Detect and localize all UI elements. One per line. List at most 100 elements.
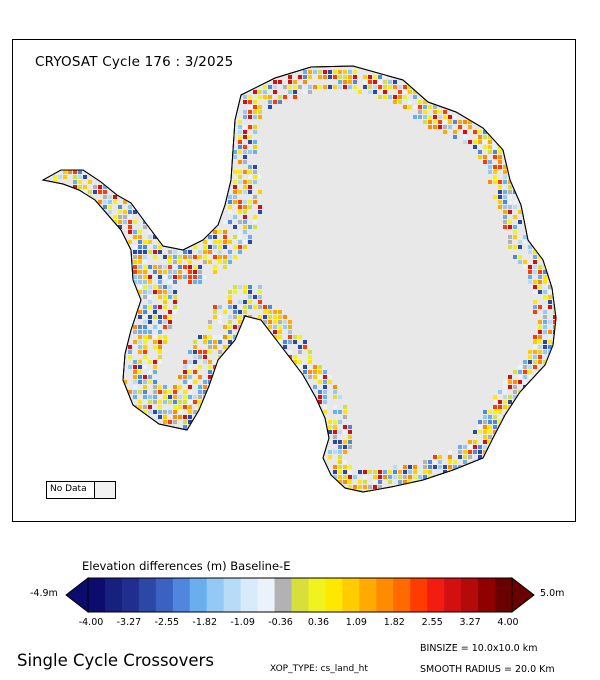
crossover-bin	[238, 200, 242, 204]
crossover-bin	[433, 110, 437, 114]
crossover-bin	[248, 295, 252, 299]
crossover-bin	[208, 235, 212, 239]
crossover-bin	[103, 205, 107, 209]
crossover-bin	[158, 410, 162, 414]
crossover-bin	[213, 305, 217, 309]
crossover-bin	[218, 315, 222, 319]
crossover-bin	[258, 315, 262, 319]
crossover-bin	[233, 285, 237, 289]
crossover-bin	[483, 430, 487, 434]
crossover-bin	[203, 250, 207, 254]
crossover-bin	[378, 485, 382, 489]
crossover-bin	[238, 285, 242, 289]
crossover-bin	[278, 310, 282, 314]
crossover-bin	[468, 125, 472, 129]
crossover-bin	[413, 90, 417, 94]
crossover-bin	[503, 385, 507, 389]
crossover-bin	[408, 90, 412, 94]
crossover-bin	[498, 150, 502, 154]
map-title: CRYOSAT Cycle 176 : 3/2025	[35, 54, 234, 70]
colorbar-swatch	[189, 578, 208, 612]
crossover-bin	[388, 470, 392, 474]
crossover-bin	[208, 325, 212, 329]
crossover-bin	[538, 265, 542, 269]
crossover-bin	[148, 295, 152, 299]
crossover-bin	[253, 195, 257, 199]
crossover-bin	[158, 305, 162, 309]
crossover-bin	[343, 70, 347, 74]
colorbar-tick-label: 4.00	[497, 617, 519, 628]
crossover-bin	[173, 290, 177, 294]
crossover-bin	[298, 360, 302, 364]
crossover-bin	[323, 385, 327, 389]
crossover-bin	[298, 75, 302, 79]
crossover-bin	[533, 280, 537, 284]
crossover-bin	[188, 410, 192, 414]
crossover-bin	[173, 300, 177, 304]
crossover-bin	[303, 70, 307, 74]
crossover-bin	[278, 315, 282, 319]
crossover-bin	[378, 480, 382, 484]
crossover-bin	[188, 385, 192, 389]
crossover-bin	[508, 200, 512, 204]
crossover-bin	[63, 170, 67, 174]
crossover-bin	[138, 360, 142, 364]
crossover-bin	[143, 390, 147, 394]
crossover-bin	[503, 170, 507, 174]
crossover-bin	[473, 430, 477, 434]
crossover-bin	[498, 400, 502, 404]
crossover-bin	[488, 415, 492, 419]
crossover-bin	[328, 75, 332, 79]
crossover-bin	[428, 115, 432, 119]
crossover-bin	[348, 465, 352, 469]
crossover-bin	[143, 280, 147, 284]
crossover-bin	[523, 365, 527, 369]
crossover-bin	[168, 325, 172, 329]
crossover-bin	[238, 220, 242, 224]
crossover-bin	[478, 445, 482, 449]
crossover-bin	[433, 455, 437, 459]
crossover-bin	[543, 290, 547, 294]
crossover-bin	[233, 190, 237, 194]
crossover-bin	[523, 240, 527, 244]
crossover-bin	[228, 320, 232, 324]
crossover-bin	[338, 430, 342, 434]
crossover-bin	[428, 125, 432, 129]
colorbar-swatch	[461, 578, 479, 612]
crossover-bin	[213, 265, 217, 269]
crossover-bin	[133, 245, 137, 249]
crossover-bin	[153, 250, 157, 254]
crossover-bin	[503, 200, 507, 204]
crossover-bin	[478, 430, 482, 434]
crossover-bin	[223, 230, 227, 234]
crossover-bin	[503, 220, 507, 224]
crossover-bin	[158, 350, 162, 354]
crossover-bin	[128, 210, 132, 214]
crossover-bin	[338, 395, 342, 399]
crossover-bin	[448, 120, 452, 124]
crossover-bin	[483, 440, 487, 444]
crossover-bin	[188, 375, 192, 379]
crossover-bin	[323, 400, 327, 404]
crossover-bin	[208, 245, 212, 249]
crossover-bin	[498, 200, 502, 204]
colorbar-min-arrow	[65, 576, 89, 614]
crossover-bin	[248, 150, 252, 154]
crossover-bin	[53, 175, 57, 179]
crossover-bin	[473, 130, 477, 134]
crossover-bin	[538, 330, 542, 334]
crossover-bin	[193, 370, 197, 374]
crossover-bin	[63, 175, 67, 179]
crossover-bin	[368, 470, 372, 474]
no-data-legend: No Data	[46, 481, 116, 499]
crossover-bin	[518, 255, 522, 259]
crossover-bin	[333, 70, 337, 74]
colorbar-swatch	[393, 578, 411, 612]
crossover-bin	[123, 210, 127, 214]
crossover-bin	[288, 325, 292, 329]
crossover-bin	[188, 420, 192, 424]
crossover-bin	[133, 235, 137, 239]
crossover-bin	[518, 260, 522, 264]
crossover-bin	[423, 460, 427, 464]
crossover-bin	[138, 275, 142, 279]
